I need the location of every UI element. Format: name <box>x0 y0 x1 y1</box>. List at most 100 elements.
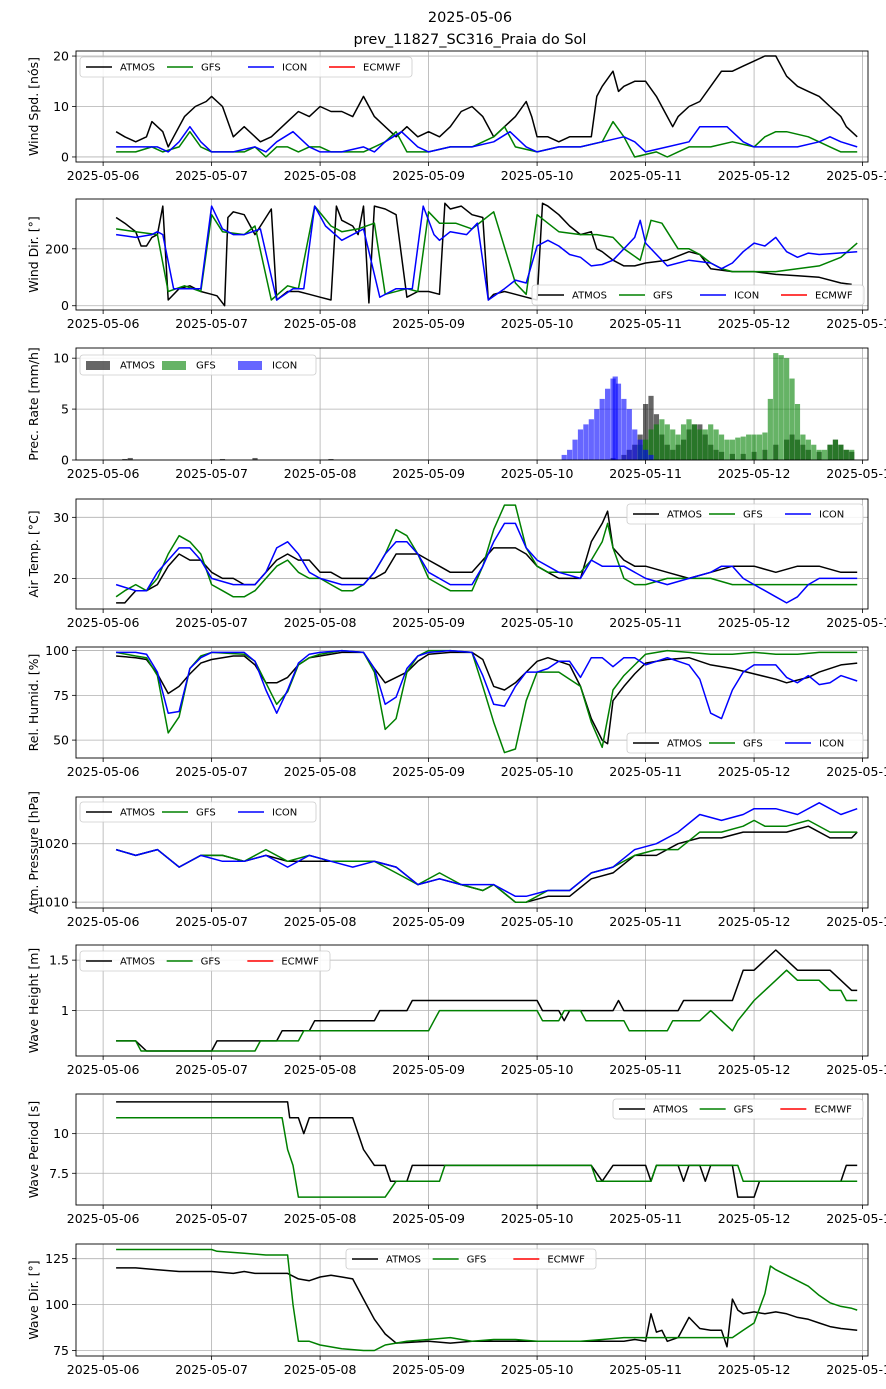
y-axis-label: Wind Spd. [nós] <box>26 57 41 156</box>
x-tick-label: 2025-05-13 <box>826 764 886 779</box>
y-tick-label: 100 <box>45 1297 69 1312</box>
bar-gfs <box>832 439 839 460</box>
bar-gfs <box>767 398 773 460</box>
bar-gfs <box>800 434 806 460</box>
x-tick-label: 2025-05-08 <box>284 764 357 779</box>
y-axis-label: Prec. Rate [mm/h] <box>26 347 41 461</box>
y-tick-label: 0 <box>61 149 69 164</box>
x-tick-label: 2025-05-11 <box>609 1362 682 1377</box>
y-tick-label: 0 <box>61 453 69 468</box>
x-tick-label: 2025-05-06 <box>67 615 140 630</box>
x-tick-label: 2025-05-09 <box>392 1362 465 1377</box>
plot-area <box>122 353 855 460</box>
bar-icon <box>621 398 627 460</box>
x-tick-label: 2025-05-11 <box>609 914 682 929</box>
panel-4: 2025-05-06 2025-05-07 2025-05-08 2025-05-09… <box>26 498 886 630</box>
x-tick-label: 2025-05-11 <box>609 316 682 331</box>
legend-label: GFS <box>196 361 216 372</box>
x-tick-label: 2025-05-08 <box>284 914 357 929</box>
x-tick-label: 2025-05-10 <box>501 764 574 779</box>
x-tick-label: 2025-05-09 <box>392 615 465 630</box>
x-tick-label: 2025-05-13 <box>826 1362 886 1377</box>
bar-gfs <box>843 449 849 460</box>
x-tick-label: 2025-05-09 <box>392 764 465 779</box>
x-tick-label: 2025-05-11 <box>609 1062 682 1077</box>
y-tick-label: 10 <box>53 351 69 366</box>
bar-gfs <box>805 439 811 460</box>
legend-label: GFS <box>196 808 216 819</box>
legend-label: ATMOS <box>572 291 607 302</box>
x-tick-label: 2025-05-11 <box>609 1211 682 1226</box>
legend: ATMOS GFS ICON <box>79 801 317 823</box>
series-line-icon <box>115 205 858 301</box>
legend-label: GFS <box>201 957 221 968</box>
bar-gfs <box>729 439 735 460</box>
x-tick-label: 2025-05-12 <box>718 1062 791 1077</box>
x-tick-label: 2025-05-07 <box>175 168 248 183</box>
y-tick-label: 30 <box>53 510 69 525</box>
x-tick-label: 2025-05-13 <box>826 1062 886 1077</box>
legend-label: ATMOS <box>386 1255 421 1266</box>
x-tick-label: 2025-05-11 <box>609 615 682 630</box>
axes-frame <box>75 198 869 311</box>
bar-gfs <box>697 429 703 460</box>
figure-title: 2025-05-06 <box>428 10 512 26</box>
legend: ATMOS GFS ECMWF <box>345 1248 597 1270</box>
x-tick-label: 2025-05-08 <box>284 1211 357 1226</box>
bar-icon <box>588 419 594 460</box>
bar-icon <box>577 429 584 460</box>
x-tick-label: 2025-05-12 <box>718 168 791 183</box>
x-tick-label: 2025-05-09 <box>392 914 465 929</box>
legend-swatch <box>238 361 262 370</box>
legend-label: ATMOS <box>120 808 155 819</box>
x-tick-label: 2025-05-11 <box>609 466 682 481</box>
plot-area <box>115 202 858 307</box>
x-tick-label: 2025-05-09 <box>392 1062 465 1077</box>
x-tick-label: 2025-05-09 <box>392 1211 465 1226</box>
y-tick-label: 75 <box>53 1343 69 1358</box>
series-line-gfs <box>116 1117 858 1198</box>
series-line-atmos <box>115 825 858 903</box>
bar-gfs <box>653 424 660 460</box>
bar-atmos <box>219 458 226 460</box>
x-tick-label: 2025-05-06 <box>67 1211 140 1226</box>
legend-label: ICON <box>819 510 844 521</box>
legend-label: ECMWF <box>281 957 319 968</box>
bar-gfs <box>778 355 784 460</box>
axes-frame <box>75 1243 869 1357</box>
x-tick-label: 2025-05-09 <box>392 466 465 481</box>
plot-area <box>116 1101 858 1198</box>
bar-gfs <box>816 449 822 460</box>
bar-icon <box>642 449 649 460</box>
y-axis-label: Wave Period [s] <box>26 1101 41 1199</box>
x-tick-label: 2025-05-12 <box>718 615 791 630</box>
legend-label: GFS <box>201 63 221 74</box>
x-tick-label: 2025-05-07 <box>175 316 248 331</box>
series-line-gfs <box>116 969 858 1052</box>
series-line-gfs <box>115 504 858 598</box>
y-tick-label: 200 <box>45 241 69 256</box>
x-tick-label: 2025-05-12 <box>718 1362 791 1377</box>
plot-area <box>115 504 858 604</box>
x-tick-label: 2025-05-08 <box>284 316 357 331</box>
x-tick-label: 2025-05-06 <box>67 1062 140 1077</box>
y-tick-label: 125 <box>45 1251 69 1266</box>
legend-label: ATMOS <box>653 1105 688 1116</box>
x-tick-label: 2025-05-12 <box>718 316 791 331</box>
series-line-atmos <box>116 949 858 1052</box>
legend: ATMOS GFS ICON <box>79 354 317 376</box>
bar-gfs <box>762 432 768 460</box>
panel-1: 2025-05-06 2025-05-07 2025-05-08 2025-05-09… <box>26 49 886 183</box>
legend: ATMOS GFS ECMWF <box>612 1098 864 1120</box>
x-tick-label: 2025-05-06 <box>67 466 140 481</box>
plot-area <box>115 649 858 754</box>
y-tick-label: 1 <box>61 1003 69 1018</box>
panels-container: 2025-05-06 2025-05-07 2025-05-08 2025-05-09… <box>26 49 886 1377</box>
y-axis-label: Wave Height [m] <box>26 948 41 1054</box>
bar-icon <box>583 424 589 460</box>
legend-label: GFS <box>467 1255 487 1266</box>
bar-gfs <box>827 444 833 460</box>
bar-gfs <box>708 424 714 460</box>
series-line-gfs <box>116 1248 858 1352</box>
